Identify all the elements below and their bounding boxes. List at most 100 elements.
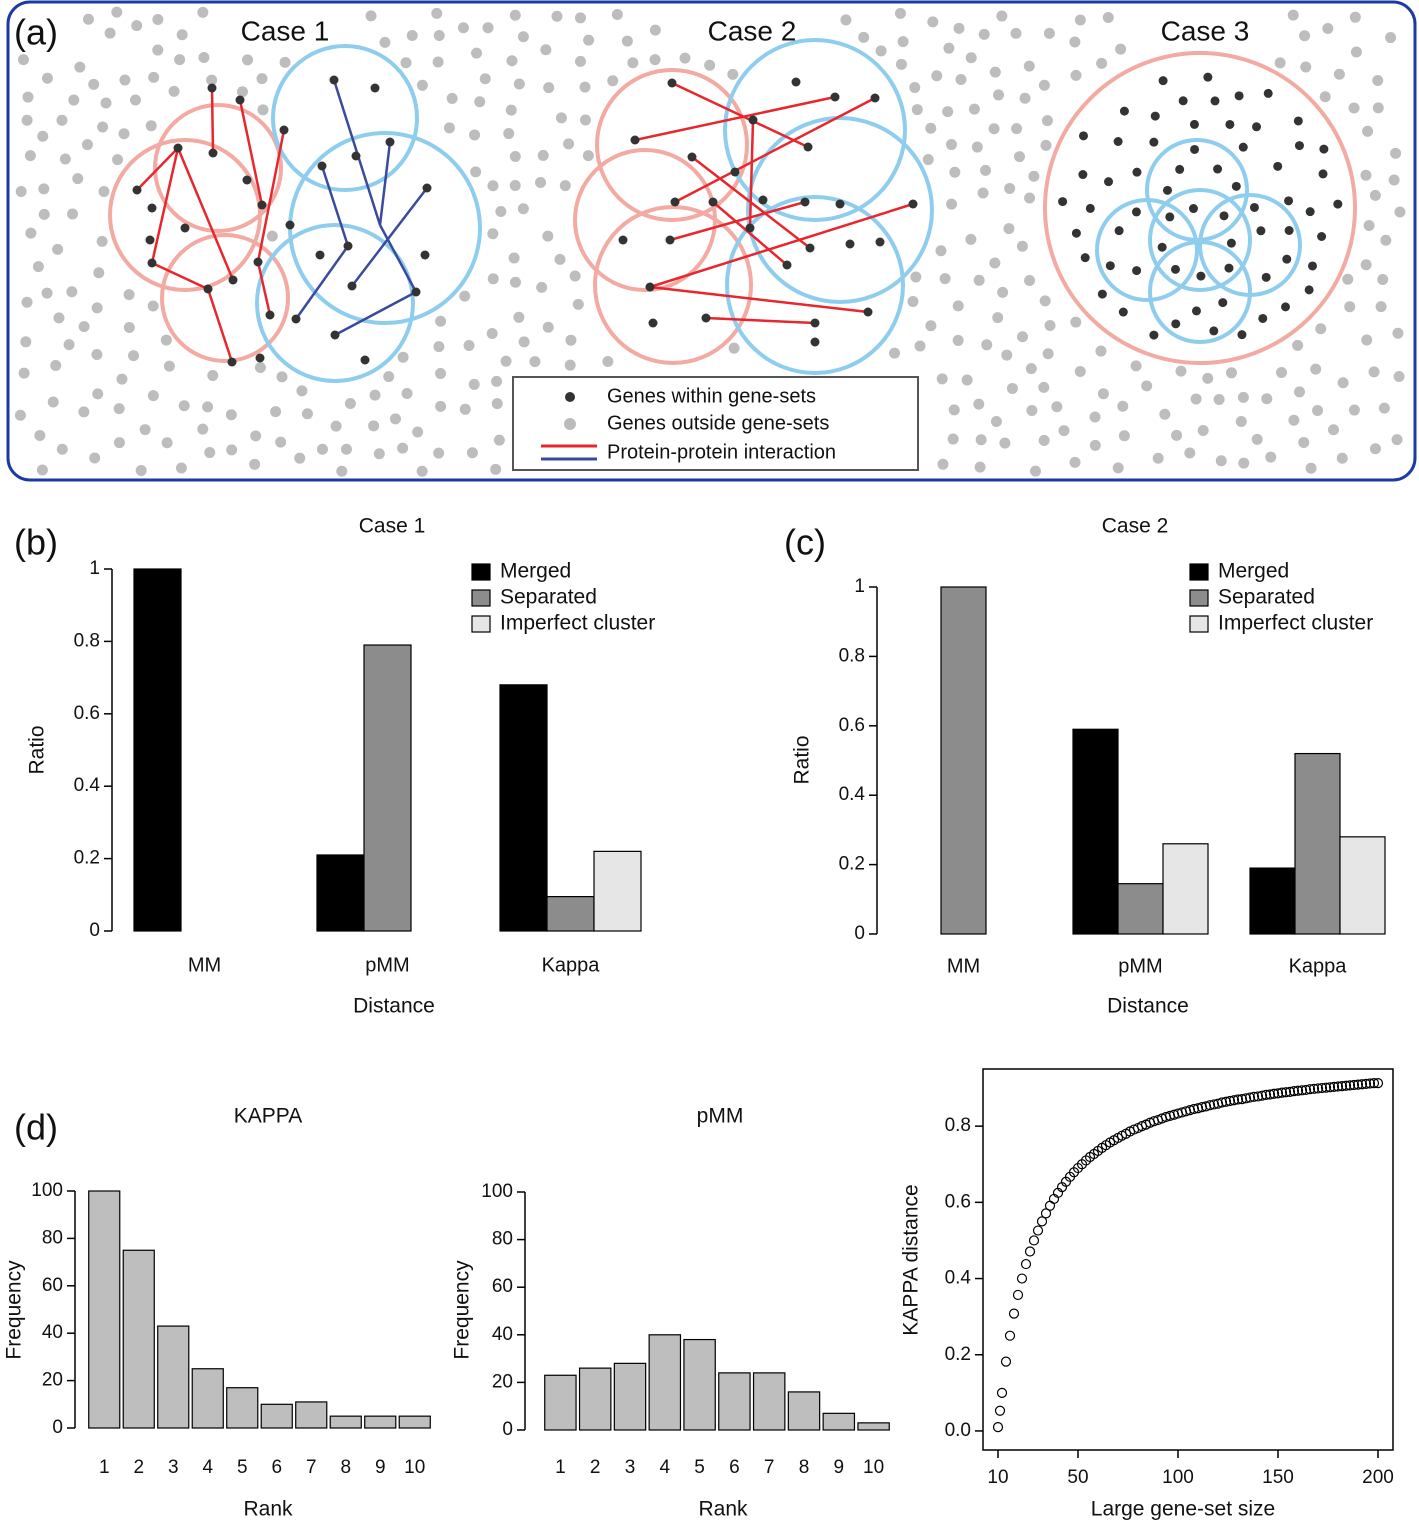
x-tick-label: Kappa xyxy=(542,954,601,976)
gene-outside xyxy=(495,205,507,217)
gene-within xyxy=(360,355,370,365)
gene-within xyxy=(618,235,628,245)
gene-outside xyxy=(927,16,939,28)
gene-within xyxy=(315,250,325,260)
gene-outside xyxy=(895,58,907,70)
gene-within xyxy=(648,318,658,328)
point xyxy=(1200,1101,1212,1112)
point xyxy=(1332,1081,1344,1092)
gene-within xyxy=(257,200,267,210)
gene-within xyxy=(1058,197,1068,207)
gene-outside xyxy=(256,73,268,85)
gene-within xyxy=(253,257,263,267)
gene-outside xyxy=(56,443,68,455)
y-tick-label: 1 xyxy=(89,558,100,579)
gene-outside xyxy=(487,273,499,285)
bar xyxy=(787,1391,821,1431)
gene-outside xyxy=(1348,102,1360,114)
point xyxy=(1348,1079,1360,1091)
gene-outside xyxy=(537,149,549,161)
gene-set xyxy=(595,68,749,222)
point xyxy=(1256,1090,1268,1101)
interaction xyxy=(294,245,350,320)
legend-label: Genes outside gene-sets xyxy=(607,412,829,434)
gene-within xyxy=(1170,264,1180,274)
x-tick-label: 3 xyxy=(625,1457,636,1478)
gene-within xyxy=(1231,181,1241,191)
point xyxy=(1372,1077,1384,1089)
point xyxy=(1020,1258,1032,1270)
gene-outside xyxy=(728,342,740,354)
y-tick-label: 0.2 xyxy=(839,854,865,875)
gene-outside xyxy=(627,57,639,69)
bar xyxy=(648,1334,682,1431)
legend-label: Protein-protein interaction xyxy=(607,441,836,463)
gene-within xyxy=(1078,131,1088,141)
legend-swatch xyxy=(471,589,491,607)
gene-within xyxy=(670,197,680,207)
gene-outside xyxy=(433,30,445,42)
gene-within xyxy=(1113,137,1123,147)
gene-outside xyxy=(400,57,412,69)
gene-outside xyxy=(168,85,180,97)
point xyxy=(1016,1273,1028,1284)
gene-outside xyxy=(52,243,64,255)
gene-outside xyxy=(236,86,248,98)
gene-outside xyxy=(968,103,980,115)
gene-outside xyxy=(947,433,959,445)
bar xyxy=(1072,728,1119,935)
point xyxy=(1284,1086,1296,1097)
gene-outside xyxy=(47,396,59,408)
gene-outside xyxy=(925,122,937,134)
gene-outside xyxy=(257,104,269,116)
gene-within xyxy=(255,353,265,363)
bar xyxy=(683,1338,716,1431)
gene-outside xyxy=(1293,386,1305,398)
gene-within xyxy=(1210,96,1220,106)
gene-within xyxy=(1282,254,1292,264)
gene-outside xyxy=(147,300,159,312)
gene-outside xyxy=(1378,402,1390,414)
y-tick-label: 0 xyxy=(89,920,100,941)
gene-outside xyxy=(1349,11,1361,23)
gene-outside xyxy=(503,128,515,140)
gene-outside xyxy=(145,120,157,132)
gene-set xyxy=(723,38,907,222)
gene-outside xyxy=(207,370,219,382)
gene-outside xyxy=(997,286,1009,298)
gene-within xyxy=(800,197,810,207)
gene-outside xyxy=(1274,57,1286,69)
gene-outside xyxy=(275,436,287,448)
x-tick-label: 2 xyxy=(590,1457,601,1478)
gene-outside xyxy=(294,452,306,464)
y-axis-label: Ratio xyxy=(791,735,814,784)
y-axis-label: Frequency xyxy=(451,1260,474,1360)
gene-outside xyxy=(952,300,964,312)
y-tick-label: 40 xyxy=(42,1322,63,1343)
gene-outside xyxy=(336,465,348,477)
gene-outside xyxy=(204,447,216,459)
gene-outside xyxy=(369,389,381,401)
gene-outside xyxy=(607,75,619,87)
y-tick-label: 0.4 xyxy=(945,1268,972,1289)
gene-within xyxy=(758,195,768,205)
gene-within xyxy=(343,241,353,251)
x-tick-label: 3 xyxy=(168,1457,179,1478)
gene-within xyxy=(1252,122,1262,132)
gene-within xyxy=(1294,141,1304,151)
gene-outside xyxy=(910,271,922,283)
point xyxy=(1252,1091,1264,1102)
gene-outside xyxy=(316,443,328,455)
legend-label: Merged xyxy=(500,560,571,583)
x-tick-label: 10 xyxy=(863,1457,884,1478)
gene-outside xyxy=(397,351,409,363)
bar xyxy=(857,1422,890,1431)
gene-outside xyxy=(340,443,352,455)
y-tick-label: 0.8 xyxy=(945,1115,971,1136)
x-tick-label: 100 xyxy=(1162,1467,1194,1488)
gene-outside xyxy=(1118,430,1130,442)
gene-outside xyxy=(412,426,424,438)
gene-outside xyxy=(1117,400,1129,412)
bar xyxy=(364,1415,397,1429)
